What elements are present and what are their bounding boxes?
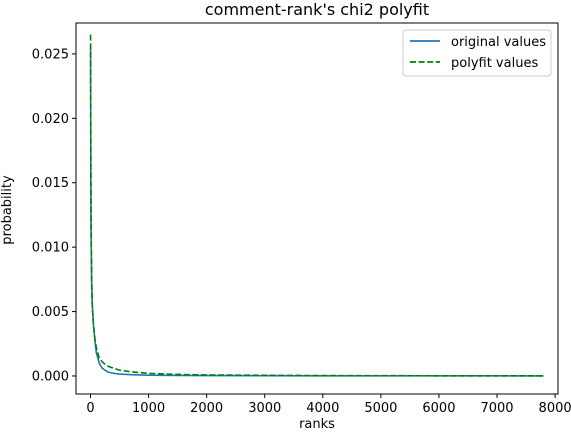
y-tick-label: 0.010 xyxy=(32,241,69,256)
plot-frame xyxy=(75,22,559,395)
y-tick-label: 0.015 xyxy=(32,176,69,191)
x-tick-label: 4000 xyxy=(306,401,339,416)
chart-title: comment-rank's chi2 polyfit xyxy=(205,0,429,19)
legend-label: original values xyxy=(451,35,546,50)
x-tick-label: 3000 xyxy=(248,401,281,416)
x-tick-label: 0 xyxy=(86,401,94,416)
x-tick-label: 8000 xyxy=(539,401,571,416)
x-tick-label: 1000 xyxy=(132,401,165,416)
series-line-polyfit-values xyxy=(89,34,544,377)
y-tick-label: 0.005 xyxy=(32,305,69,320)
y-tick-label: 0.020 xyxy=(32,112,69,127)
series-line-original-values xyxy=(89,47,544,377)
plot-area xyxy=(75,22,559,395)
x-tick-label: 2000 xyxy=(190,401,223,416)
y-axis: 0.000 0.005 0.010 0.015 0.020 0.025 xyxy=(32,47,76,384)
x-tick-label: 6000 xyxy=(422,401,455,416)
y-tick-label: 0.000 xyxy=(32,369,69,384)
x-tick-label: 5000 xyxy=(364,401,397,416)
x-tick-label: 7000 xyxy=(480,401,513,416)
x-axis-label: ranks xyxy=(299,417,335,432)
legend: original values polyfit values xyxy=(402,29,552,77)
y-tick-label: 0.025 xyxy=(32,47,69,62)
y-axis-label: probability xyxy=(0,175,15,245)
x-axis: 0 1000 2000 3000 4000 5000 6000 7000 8000 xyxy=(86,394,571,416)
legend-label: polyfit values xyxy=(451,56,538,71)
